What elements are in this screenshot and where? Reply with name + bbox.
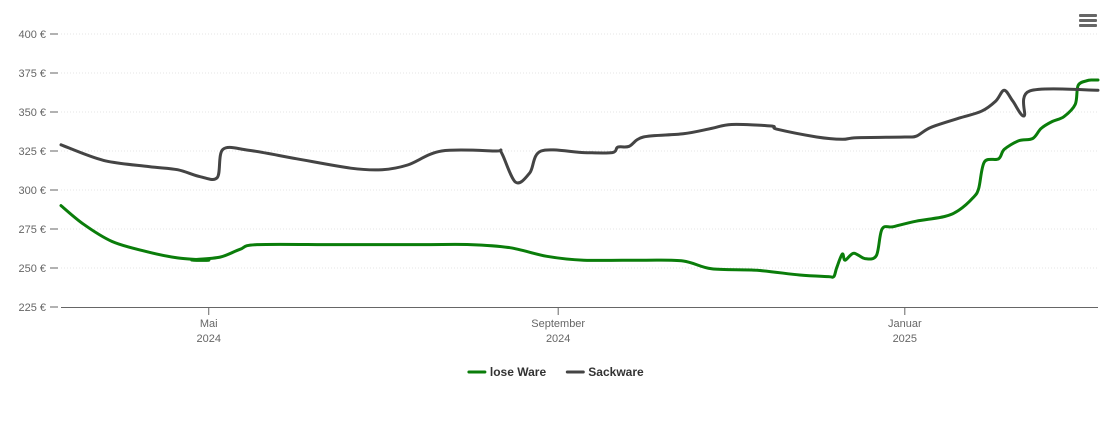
- x-tick-label: Januar: [888, 318, 922, 330]
- y-tick-label: 325 €: [18, 146, 46, 158]
- x-axis: Mai 2024 September 2024 Januar 2025: [61, 307, 1098, 345]
- x-tick-label-year: 2024: [196, 333, 220, 345]
- x-tick-label-year: 2024: [546, 333, 570, 345]
- legend: lose Ware Sackware: [467, 365, 644, 379]
- legend-label: lose Ware: [490, 365, 547, 379]
- y-tick-label: 375 €: [18, 68, 46, 80]
- chart-menu-button[interactable]: [1077, 11, 1099, 31]
- x-tick-label: Mai: [200, 318, 218, 330]
- y-tick-label: 300 €: [18, 185, 46, 197]
- y-axis-labels: 225 € 250 € 275 € 300 € 325 € 350 € 375 € 400 €: [18, 29, 58, 314]
- x-tick-label-year: 2025: [893, 333, 917, 345]
- y-tick-label: 250 €: [18, 263, 46, 275]
- legend-item-sackware[interactable]: Sackware: [565, 365, 644, 379]
- series-line-sackware[interactable]: [59, 87, 1100, 185]
- hamburger-menu-icon: [1079, 14, 1097, 27]
- x-tick-label: September: [531, 318, 585, 330]
- y-tick-label: 225 €: [18, 302, 46, 314]
- series-line-lose-ware[interactable]: [59, 78, 1100, 279]
- legend-label: Sackware: [588, 365, 644, 379]
- y-tick-label: 400 €: [18, 29, 46, 41]
- series-lines: [59, 78, 1100, 279]
- y-tick-label: 275 €: [18, 224, 46, 236]
- grid-lines: [61, 33, 1098, 269]
- legend-item-lose-ware[interactable]: lose Ware: [467, 365, 547, 379]
- y-tick-label: 350 €: [18, 107, 46, 119]
